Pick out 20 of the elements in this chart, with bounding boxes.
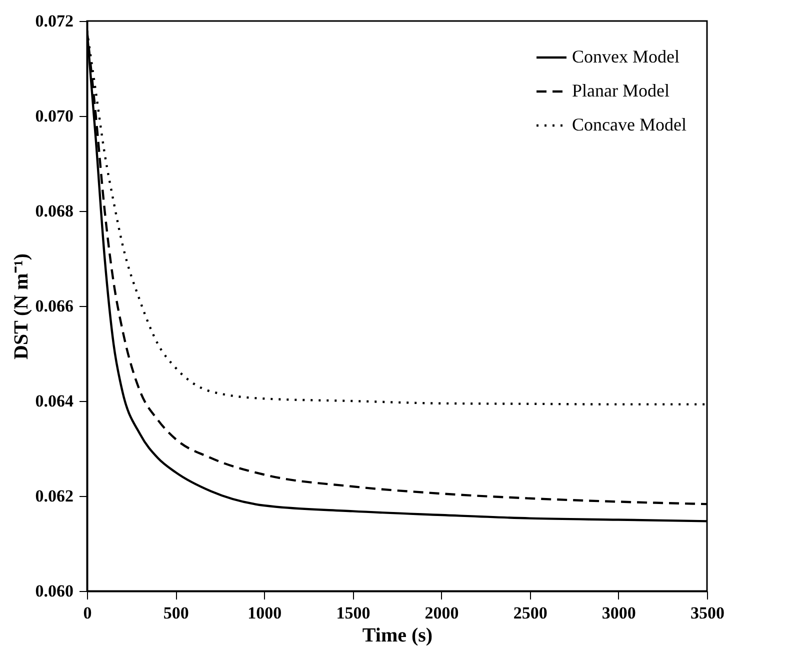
x-axis-title: Time (s)	[362, 624, 433, 646]
x-tick-label: 2000	[424, 604, 459, 622]
legend-label: Concave Model	[572, 114, 686, 134]
x-tick-label: 3500	[690, 604, 724, 622]
y-tick-label: 0.072	[35, 12, 74, 30]
y-tick-label: 0.062	[35, 486, 74, 506]
y-tick-label: 0.060	[35, 582, 74, 600]
legend-label: Convex Model	[572, 46, 680, 66]
y-axis-title: DST (N m⁻¹)	[10, 254, 32, 360]
x-tick-label: 2500	[513, 604, 548, 622]
y-tick-label: 0.068	[35, 202, 74, 220]
x-tick-label: 1500	[336, 604, 370, 622]
x-tick-label: 500	[163, 604, 189, 622]
y-tick-label: 0.064	[35, 392, 74, 410]
legend-label: Planar Model	[572, 80, 670, 100]
x-tick-label: 0	[83, 604, 92, 622]
x-tick-label: 3000	[602, 604, 636, 622]
y-tick-label: 0.070	[35, 106, 74, 126]
x-tick-label: 1000	[248, 604, 282, 622]
y-tick-label: 0.066	[35, 296, 74, 316]
